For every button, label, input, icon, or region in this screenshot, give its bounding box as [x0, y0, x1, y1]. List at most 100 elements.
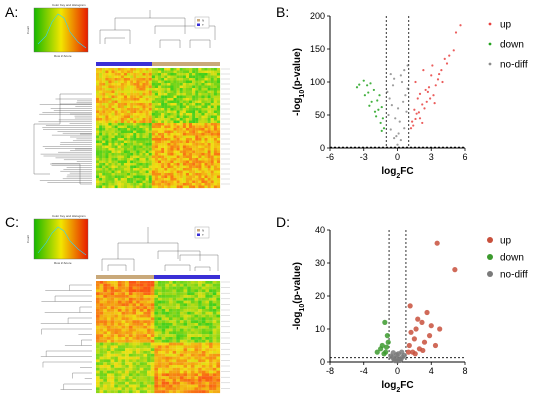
- heatmap-cell: [103, 325, 108, 329]
- heatmap-cell: [161, 306, 166, 310]
- heatmap-cell: [132, 334, 137, 338]
- heatmap-cell: [99, 292, 104, 296]
- heatmap-cell: [127, 113, 131, 116]
- heatmap-cell: [142, 80, 146, 84]
- heatmap-cell: [209, 314, 213, 318]
- heatmap-cell: [190, 309, 195, 312]
- heatmap-cell: [114, 145, 118, 149]
- color-key-ylabel-c: Count: [26, 235, 30, 243]
- heatmap-cell: [151, 178, 155, 181]
- heatmap-cell: [123, 170, 128, 174]
- heatmap-cell: [133, 113, 137, 116]
- heatmap-cell: [164, 120, 168, 124]
- heatmap-cell: [213, 88, 217, 91]
- heatmap-cell: [99, 320, 104, 324]
- point-down: [372, 88, 375, 92]
- point-down: [367, 91, 370, 94]
- heatmap-cell: [123, 98, 128, 101]
- heatmap-cell: [99, 143, 103, 146]
- heatmap-cell: [172, 295, 177, 298]
- heatmap-cell: [127, 115, 131, 119]
- heatmap-cell: [201, 353, 206, 357]
- heatmap-cell: [121, 314, 126, 318]
- heatmap-cell: [161, 185, 165, 189]
- heatmap-cell: [117, 295, 122, 298]
- heatmap-cell: [154, 317, 159, 321]
- heatmap-cell: [210, 158, 214, 161]
- heatmap-cell: [195, 90, 199, 94]
- heatmap-cell: [120, 135, 124, 139]
- heatmap-cell: [187, 342, 191, 346]
- heatmap-cell: [96, 80, 100, 84]
- heatmap-cell: [102, 128, 106, 131]
- heatmap-cell: [114, 325, 118, 329]
- heatmap-cell: [172, 345, 177, 349]
- heatmap-cell: [150, 309, 155, 312]
- point-no-diff: [399, 74, 402, 77]
- heatmap-cell: [145, 183, 149, 186]
- heatmap-cell: [182, 98, 186, 101]
- heatmap-cell: [114, 337, 118, 340]
- heatmap-cell: [133, 145, 137, 149]
- heatmap-cell: [142, 75, 146, 79]
- heatmap-cell: [204, 180, 208, 184]
- heatmap-cell: [195, 148, 199, 151]
- heatmap-cell: [189, 153, 193, 156]
- heatmap-cell: [205, 300, 210, 304]
- heatmap-cell: [139, 283, 144, 287]
- heatmap-cell: [161, 356, 166, 360]
- heatmap-cell: [198, 373, 202, 377]
- group-bar-blue-c: [154, 275, 220, 279]
- heatmap-cell: [187, 370, 191, 374]
- heatmap-cell: [117, 339, 122, 343]
- heatmap-cell: [117, 185, 121, 189]
- heatmap-cell: [154, 100, 159, 104]
- heatmap-cell: [151, 143, 155, 146]
- heatmap-cell: [136, 314, 140, 318]
- heatmap-cell: [96, 180, 100, 184]
- heatmap-cell: [99, 118, 103, 121]
- heatmap-cell: [120, 163, 124, 166]
- heatmap-cell: [182, 178, 186, 181]
- heatmap-cell: [165, 379, 170, 382]
- heatmap-cell: [185, 113, 190, 116]
- heatmap-cell: [198, 297, 202, 301]
- heatmap-cell: [192, 180, 196, 184]
- heatmap-cell: [210, 83, 214, 86]
- heatmap-cell: [176, 70, 180, 74]
- heatmap-cell: [96, 376, 100, 380]
- heatmap-cell: [136, 300, 140, 304]
- heatmap-cell: [133, 125, 137, 129]
- heatmap-cell: [179, 365, 184, 368]
- heatmap-cell: [154, 83, 159, 86]
- heatmap-cell: [151, 90, 155, 94]
- heatmap-cell: [213, 105, 217, 109]
- heatmap-cell: [212, 289, 217, 293]
- heatmap-cell: [212, 390, 217, 394]
- heatmap-cell: [145, 68, 149, 71]
- heatmap-cell: [132, 373, 137, 377]
- heatmap-cell: [105, 88, 109, 91]
- heatmap-cell: [173, 170, 177, 174]
- heatmap-cell: [114, 88, 118, 91]
- heatmap-cell: [190, 365, 195, 368]
- heatmap-cell: [154, 297, 159, 301]
- heatmap-cell: [148, 173, 152, 176]
- heatmap-cell: [216, 331, 221, 335]
- heatmap-cell: [96, 95, 100, 99]
- heatmap-cell: [198, 367, 202, 371]
- heatmap-cell: [147, 337, 151, 340]
- heatmap-cell: [198, 323, 202, 326]
- heatmap-cell: [143, 311, 148, 315]
- heatmap-cell: [136, 390, 140, 394]
- heatmap-cell: [102, 148, 106, 151]
- heatmap-cell: [179, 73, 183, 76]
- heatmap-cell: [125, 379, 129, 382]
- heatmap-cell: [139, 339, 144, 343]
- heatmap-cell: [216, 110, 221, 114]
- heatmap-cell: [165, 342, 170, 346]
- heatmap-cell: [216, 125, 221, 129]
- heatmap-cell: [127, 123, 131, 126]
- heatmap-cell: [183, 295, 188, 298]
- heatmap-cell: [198, 85, 202, 89]
